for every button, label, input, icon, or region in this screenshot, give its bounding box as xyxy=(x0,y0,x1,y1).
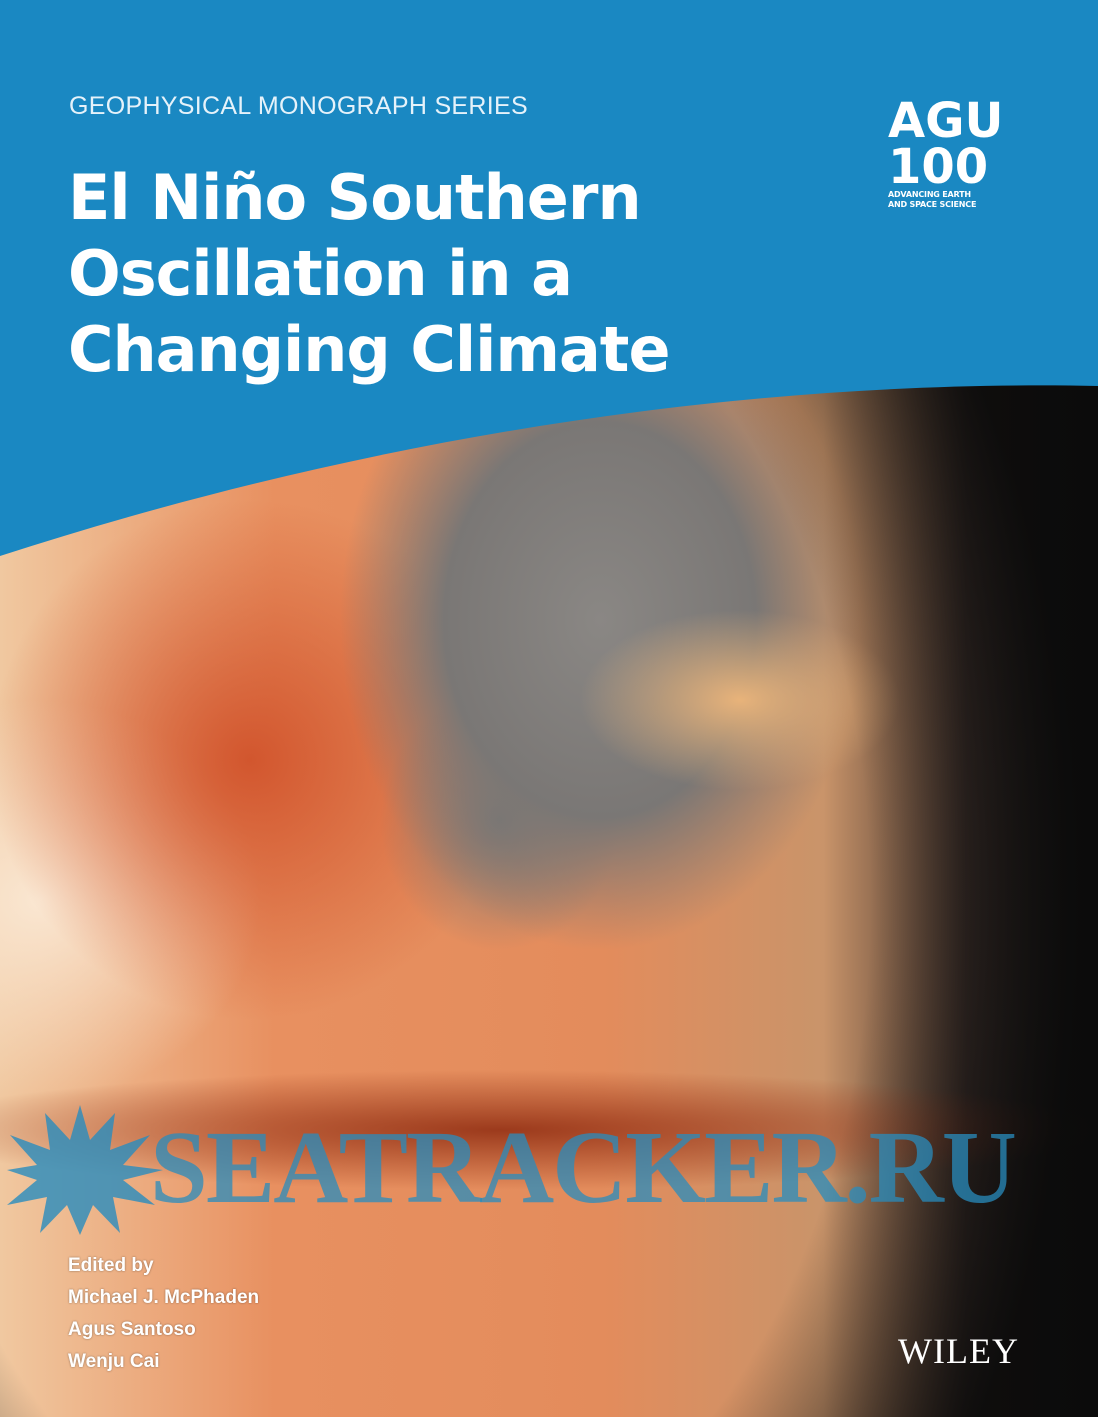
title-line: Changing Climate xyxy=(68,313,670,386)
watermark-star-icon xyxy=(7,1105,163,1235)
agu-logo: AGU 100 ADVANCING EARTH AND SPACE SCIENC… xyxy=(888,93,1004,209)
editor-name: Agus Santoso xyxy=(68,1319,196,1340)
edited-by-label: Edited by xyxy=(68,1255,154,1276)
editors: Edited by Michael J. McPhaden Agus Santo… xyxy=(68,1250,259,1378)
title-line: Oscillation in a xyxy=(68,237,573,310)
watermark: SEATRACKER.RU xyxy=(150,1110,1017,1225)
editor-name: Wenju Cai xyxy=(68,1351,160,1372)
series-name: GEOPHYSICAL MONOGRAPH SERIES xyxy=(69,92,528,120)
editor-name: Michael J. McPhaden xyxy=(68,1287,260,1308)
publisher-logo: WILEY xyxy=(898,1331,1019,1371)
title-line: El Niño Southern xyxy=(68,161,642,234)
book-title: El Niño Southern Oscillation in a Changi… xyxy=(68,160,670,388)
title-band xyxy=(0,0,1098,556)
